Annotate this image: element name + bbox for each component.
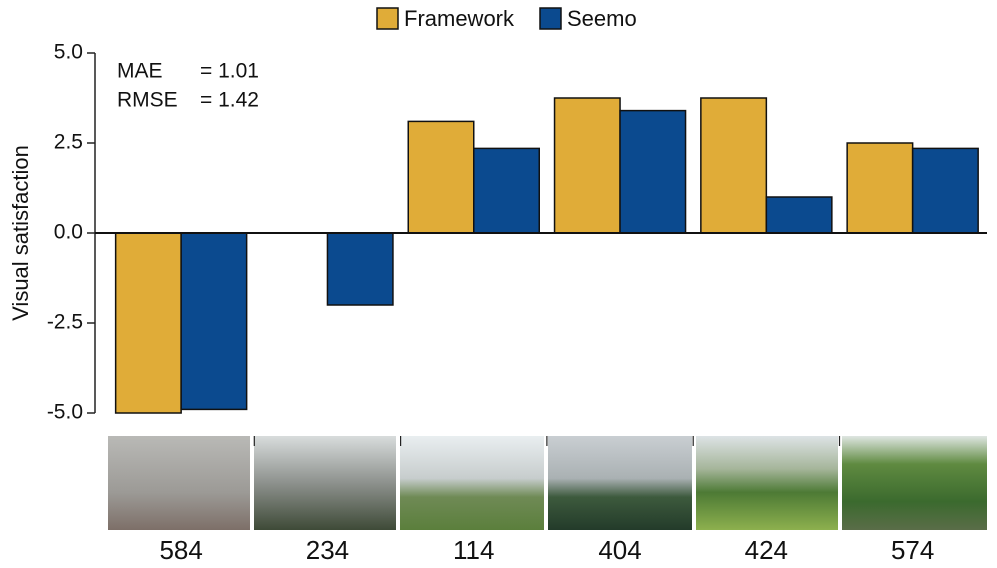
y-tick-label: -5.0 (47, 401, 83, 424)
bar (553, 97, 621, 234)
x-tick-label: 114 (453, 535, 494, 565)
photo (696, 436, 838, 530)
photo (548, 436, 692, 530)
y-tick-label: -2.5 (47, 311, 83, 334)
bar (407, 120, 475, 234)
bar (700, 97, 768, 234)
annotation-value: = 1.42 (200, 89, 259, 112)
legend-label: Framework (404, 6, 515, 31)
photo (400, 436, 544, 530)
legend-swatch (539, 7, 562, 30)
bar (326, 232, 394, 306)
y-tick-label: 2.5 (54, 131, 83, 154)
photo (108, 436, 250, 530)
bar (911, 147, 979, 234)
photo (254, 436, 396, 530)
bar (180, 232, 248, 411)
y-axis-label: Visual satisfaction (8, 145, 33, 321)
annotation-value: = 1.01 (200, 60, 259, 83)
y-tick-label: 0.0 (54, 221, 83, 244)
y-tick-label: 5.0 (54, 41, 83, 64)
annotation-label: RMSE (117, 89, 178, 112)
legend-label: Seemo (567, 6, 637, 31)
bar (473, 147, 540, 234)
x-tick-label: 574 (891, 535, 934, 565)
bar (619, 109, 687, 234)
x-tick-label: 404 (598, 535, 641, 565)
x-tick-label: 424 (745, 535, 788, 565)
bar (846, 142, 914, 234)
annotation-label: MAE (117, 60, 163, 83)
photos (108, 436, 987, 530)
photo (842, 436, 987, 530)
legend-swatch (376, 7, 399, 30)
bar (765, 196, 833, 234)
bar (114, 232, 182, 414)
x-tick-label: 234 (306, 535, 349, 565)
x-tick-label: 584 (159, 535, 202, 565)
